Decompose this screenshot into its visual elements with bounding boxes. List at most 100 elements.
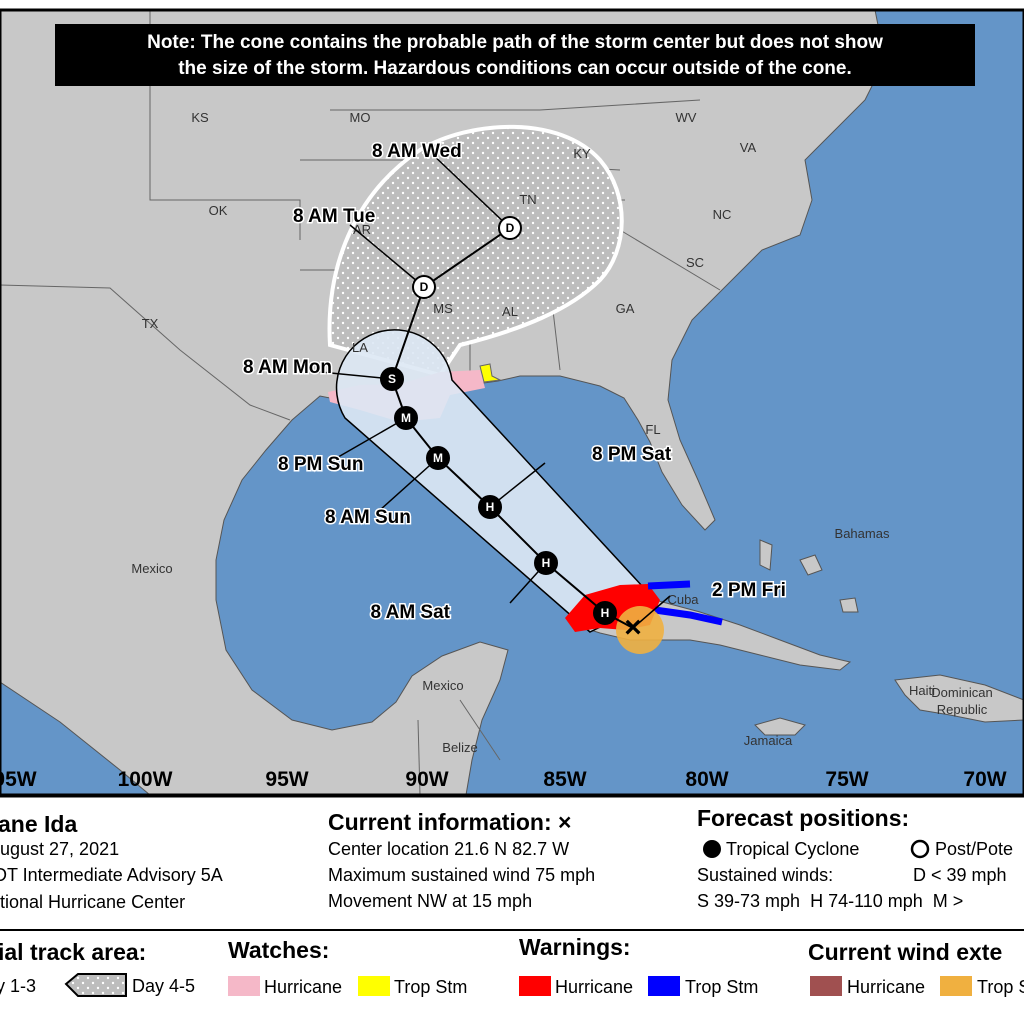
note-line: Note: The cone contains the probable pat… [147, 32, 883, 53]
place-label: FL [645, 422, 660, 437]
watch-tropstm-swatch [358, 976, 390, 996]
place-label: TN [519, 192, 536, 207]
warnings-title: Warnings: [519, 934, 631, 960]
place-label: KS [191, 110, 209, 125]
current-line: Movement NW at 15 mph [328, 891, 532, 911]
current-title: Current information: × [328, 809, 571, 835]
warn-hurricane-swatch [519, 976, 551, 996]
watch-hurricane-swatch [228, 976, 260, 996]
d-range: D < 39 mph [913, 865, 1007, 885]
current-line: Maximum sustained wind 75 mph [328, 865, 595, 885]
place-label: Mexico [131, 561, 172, 576]
wind-tropstm-swatch [940, 976, 972, 996]
marker-letter: D [506, 221, 515, 235]
leader-line [349, 224, 425, 288]
marker-letter: S [388, 372, 396, 386]
winds-label: Sustained winds: [697, 865, 833, 885]
cone-day-1-3 [335, 329, 657, 633]
leader-line [429, 151, 511, 229]
storm-center: tional Hurricane Center [0, 892, 185, 912]
place-label: MO [350, 110, 371, 125]
place-label: Republic [937, 702, 988, 717]
storm-date: ugust 27, 2021 [0, 839, 119, 859]
wind-hurricane-label: Hurricane [847, 977, 925, 997]
post-icon [910, 839, 930, 859]
forecast-time: 8 AM Sun [325, 507, 411, 528]
place-label: Haiti [909, 683, 935, 698]
forecast-time: 8 PM Sun [278, 454, 364, 475]
post-label: Post/Pote [935, 839, 1013, 859]
forecast-marker [380, 367, 404, 391]
forecast-title: Forecast positions: [697, 805, 909, 831]
warn-hurricane-label: Hurricane [555, 977, 633, 997]
storm-name: ane Ida [0, 811, 77, 837]
place-label: LA [352, 340, 368, 355]
day13-label: y 1-3 [0, 976, 36, 996]
leader-line [299, 369, 393, 380]
place-label: Dominican [931, 685, 992, 700]
forecast-marker [412, 275, 436, 299]
forecast-marker [593, 601, 617, 625]
place-label: NC [713, 207, 732, 222]
longitude-label: 70W [963, 768, 1006, 791]
forecast-marker [478, 495, 502, 519]
watches-title: Watches: [228, 937, 329, 963]
tropical-icon [703, 840, 721, 858]
place-label: Bahamas [835, 526, 890, 541]
longitude-label: 80W [685, 768, 728, 791]
forecast-time: 2 PM Fri [712, 580, 786, 601]
warning-tropstm [647, 580, 723, 626]
forecast-time: 8 AM Mon [243, 357, 332, 378]
leader-line [632, 595, 671, 629]
note-box [55, 24, 975, 86]
watch-tropstm-label: Trop Stm [394, 977, 467, 997]
forecast-time: 8 PM Sat [592, 444, 672, 465]
wind-title: Current wind exte [808, 939, 1002, 965]
watch-hurricane-label: Hurricane [264, 977, 342, 997]
place-label: WV [676, 110, 697, 125]
place-label: OK [209, 203, 228, 218]
place-label: Cuba [667, 592, 699, 607]
bahamas [759, 539, 859, 613]
longitude-label: 90W [405, 768, 448, 791]
place-label: AL [502, 304, 518, 319]
tropical-label: Tropical Cyclone [726, 839, 859, 859]
track-title: ial track area: [0, 939, 146, 965]
marker-letter: H [486, 500, 495, 514]
place-label: MS [433, 301, 453, 316]
longitude-label: 100W [118, 768, 173, 791]
forecast-marker [394, 406, 418, 430]
leader-line [379, 457, 439, 511]
place-label: TX [142, 316, 159, 331]
longitude-label: 85W [543, 768, 586, 791]
place-label: GA [616, 301, 635, 316]
marker-letter: H [601, 606, 610, 620]
forecast-time: 8 AM Sat [370, 602, 450, 623]
longitude-label: 05W [0, 768, 37, 791]
wind-ranges: S 39-73 mph H 74-110 mph M > [697, 891, 963, 911]
day45-label: Day 4-5 [132, 976, 195, 996]
place-label: Mexico [422, 678, 463, 693]
storm-advisory: DT Intermediate Advisory 5A [0, 865, 223, 885]
wind-hurricane-swatch [810, 976, 842, 996]
place-label: Belize [442, 740, 477, 755]
forecast-marker [498, 216, 522, 240]
longitude-label: 75W [825, 768, 868, 791]
current-line: Center location 21.6 N 82.7 W [328, 839, 569, 859]
jamaica [754, 717, 806, 736]
marker-letter: M [433, 451, 443, 465]
hispaniola [894, 674, 1024, 723]
place-label: Jamaica [744, 733, 793, 748]
forecast-time: 8 AM Wed [372, 141, 462, 162]
current-position: × [624, 611, 642, 644]
wind-tropstm-label: Trop S [977, 977, 1024, 997]
forecast-marker [426, 446, 450, 470]
note-line: the size of the storm. Hazardous conditi… [178, 58, 852, 79]
warn-tropstm-swatch [648, 976, 680, 996]
place-label: AR [353, 222, 371, 237]
marker-letter: M [401, 411, 411, 425]
place-label: VA [740, 140, 757, 155]
watch-tropstm [479, 363, 502, 383]
